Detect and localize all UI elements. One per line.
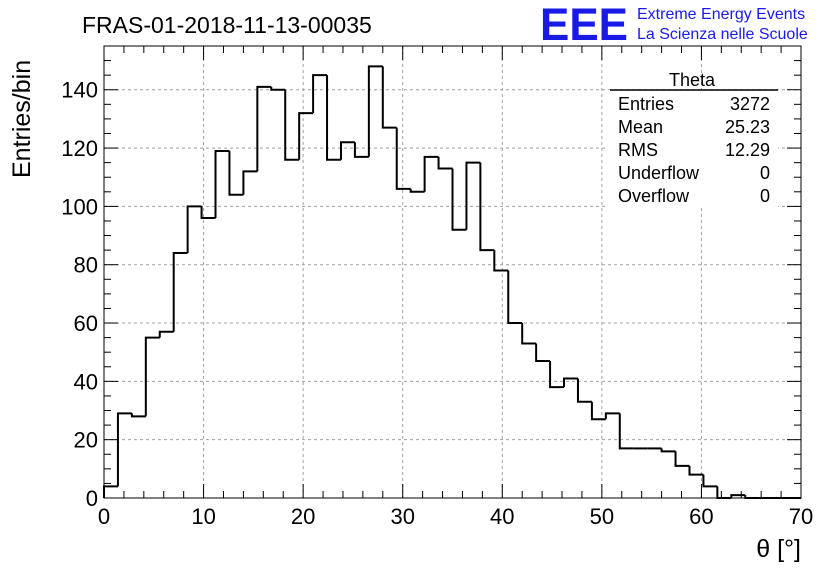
histogram-bin	[423, 155, 439, 192]
stats-box-title: Theta	[669, 70, 716, 90]
histogram-bin	[228, 150, 244, 196]
histogram-bin	[702, 474, 718, 488]
histogram-bin	[507, 270, 523, 325]
y-tick-label: 80	[74, 253, 98, 278]
stats-box: Theta Entries 3272 Mean 25.23 RMS 12.29 Underf…	[608, 70, 778, 208]
histogram-bin	[144, 336, 160, 417]
x-tick-label: 70	[789, 504, 813, 529]
histogram-bin	[367, 65, 383, 157]
y-tick-label: 100	[61, 194, 98, 219]
stats-row-label: RMS	[618, 140, 658, 160]
x-axis-label: θ [°]	[756, 535, 801, 563]
histogram-bin	[563, 377, 578, 388]
histogram-bin	[618, 413, 634, 450]
histogram-bin	[270, 86, 286, 91]
histogram-bin	[242, 170, 258, 195]
histogram-bin	[521, 323, 537, 345]
histogram-bin	[172, 252, 188, 332]
logo-line-2: La Scienza nelle Scuole	[637, 26, 808, 43]
histogram-bin	[130, 413, 146, 418]
histogram-bin	[116, 412, 132, 487]
eee-logo: EEE Extreme Energy Events La Scienza nel…	[540, 0, 808, 50]
histogram-bin	[409, 188, 425, 193]
histogram-bin	[256, 85, 272, 172]
x-tick-label: 20	[291, 504, 315, 529]
histogram-bin	[353, 142, 369, 158]
stats-row-label: Mean	[618, 117, 663, 137]
stats-rows: Entries 3272 Mean 25.23 RMS 12.29 Underflow 0 Ov…	[618, 94, 770, 206]
y-tick-label: 40	[74, 369, 98, 394]
y-axis-label: Entries/bin	[8, 60, 36, 178]
stats-row-value: 0	[760, 163, 770, 183]
stats-row-label: Entries	[618, 94, 674, 114]
run-title: FRAS-01-2018-11-13-00035	[82, 12, 372, 38]
histogram-bin	[674, 451, 690, 467]
histogram-bin	[493, 250, 509, 272]
y-tick-label: 120	[61, 136, 98, 161]
stats-row-value: 3272	[730, 94, 770, 114]
histogram-bin	[312, 74, 328, 114]
histogram-bin	[549, 360, 565, 389]
histogram-bin	[381, 66, 397, 129]
stats-box-background	[608, 90, 778, 208]
plot-frame	[103, 45, 802, 499]
histogram-bin	[451, 168, 467, 231]
y-tick-label: 0	[86, 486, 98, 511]
tick-labels: 0 10 20 30 40 50 60 70 0 20 40 60 80 100 120 140	[61, 78, 813, 529]
x-tick-label: 50	[590, 504, 614, 529]
histogram-bin	[214, 149, 230, 219]
histogram-bin	[395, 127, 411, 190]
stats-row-label: Overflow	[618, 186, 690, 206]
histogram-bin	[604, 412, 620, 420]
histogram-bin	[200, 206, 216, 220]
x-tick-label: 10	[191, 504, 215, 529]
axis-ticks	[103, 45, 802, 499]
histogram-bin	[535, 343, 551, 362]
histogram-bin	[576, 378, 592, 403]
histogram-bin	[688, 465, 704, 476]
histogram-bin	[326, 75, 341, 161]
histogram-bin	[437, 156, 453, 170]
x-tick-label: 40	[490, 504, 514, 529]
histogram-bin	[158, 330, 174, 338]
histogram-bin	[339, 141, 355, 160]
histogram-bin	[465, 161, 481, 230]
x-tick-label: 30	[390, 504, 414, 529]
logo-line-1: Extreme Energy Events	[637, 6, 805, 23]
histogram-bin	[590, 401, 606, 421]
stats-row-value: 12.29	[725, 140, 770, 160]
x-tick-label: 0	[98, 504, 110, 529]
histogram-bin	[298, 112, 314, 160]
histogram-bin	[660, 448, 676, 453]
stats-row-value: 25.23	[725, 117, 770, 137]
histogram-bin	[716, 486, 732, 499]
y-tick-label: 20	[74, 428, 98, 453]
y-tick-label: 60	[74, 311, 98, 336]
stats-row-label: Underflow	[618, 163, 700, 183]
histogram-bin	[186, 205, 202, 254]
logo-mark: EEE	[540, 0, 628, 50]
histogram-bin	[730, 494, 746, 498]
histogram-bin	[479, 162, 495, 252]
stats-row-value: 0	[760, 186, 770, 206]
x-tick-label: 60	[689, 504, 713, 529]
y-tick-label: 140	[61, 78, 98, 103]
histogram-bin	[284, 89, 300, 161]
histogram-bin	[103, 485, 118, 498]
